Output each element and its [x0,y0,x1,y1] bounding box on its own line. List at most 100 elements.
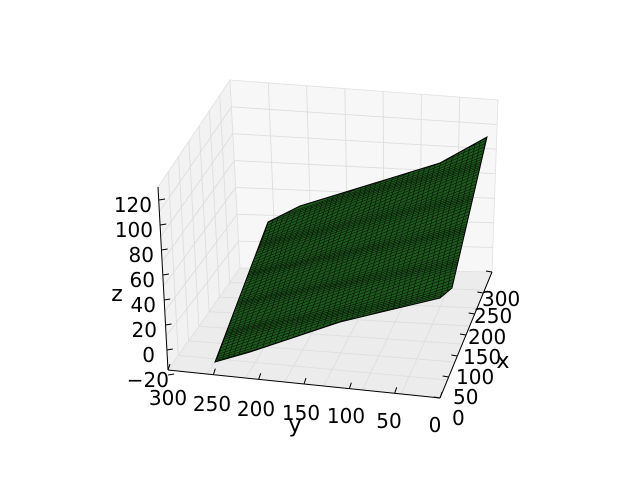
mesh-line [219,278,455,352]
mesh-line [221,272,457,346]
gridline [164,214,238,312]
mesh-line [217,285,454,357]
mesh-line [246,198,474,278]
mesh-line [234,233,465,310]
z-tick [162,273,169,276]
mesh-line [258,165,481,247]
mesh-line [225,261,460,334]
mesh-line [250,189,476,271]
mesh-line [251,183,477,266]
mesh-line [220,275,456,349]
mesh-line [247,196,474,276]
mesh-line [232,238,464,315]
mesh-line [218,282,455,355]
mesh-line [222,267,458,340]
mesh-line [244,202,472,282]
mesh-line [243,207,471,288]
mesh-line [264,146,485,233]
y-tick-label: 50 [376,409,401,433]
z-tick-label: 60 [130,268,155,292]
gridline [219,95,231,283]
y-tick-label: 0 [429,413,442,437]
z-tick-label: 80 [129,243,154,267]
x-tick-label: 150 [463,345,501,369]
mesh-line [256,169,480,251]
z-tick [164,298,171,301]
z-axis-label: z [111,282,123,307]
mesh-line [237,226,468,303]
mesh-line [242,210,471,291]
mesh-line [249,192,475,273]
mesh-line [261,156,484,241]
surface [214,136,488,363]
mesh-line [374,165,417,316]
z-tick-label: 20 [132,318,157,342]
y-tick-label: 250 [193,392,231,416]
mesh-line [260,161,482,244]
mesh-line [231,241,464,318]
y-tick-label: 100 [327,404,365,428]
mesh-line [263,149,485,236]
mesh-line [439,138,477,299]
z-tick [160,223,167,226]
mesh-line [224,263,459,336]
x-axis-label: x [496,349,509,374]
x-tick [442,375,449,378]
mesh-line [422,150,460,300]
x-tick-label: 300 [482,287,520,311]
mesh-line [229,251,462,327]
mesh-line [251,186,476,269]
mesh-line [240,217,469,297]
y-tick-label: 150 [282,401,320,425]
mesh-line [244,204,472,285]
mesh-line [256,208,307,349]
mesh-line [236,229,467,306]
mesh-line [237,228,467,304]
gridline [208,110,220,298]
y-tick [439,391,443,399]
y-tick [167,363,171,371]
y-axis-label: y [288,413,301,438]
mesh-line [252,180,478,263]
mesh-line [215,290,453,361]
mesh-line [226,259,460,333]
mesh-line [222,269,457,343]
x-tick-label: 100 [456,365,494,389]
z-tick [168,373,175,376]
x-tick-label: 200 [468,325,506,349]
mesh-line [345,174,389,325]
x-tick [477,291,484,294]
mesh-line [216,288,454,359]
mesh-line [250,209,302,350]
mesh-line [245,200,473,280]
mesh-line [233,235,465,312]
mesh-line [229,248,462,324]
mesh-line [339,175,384,328]
mesh-line [227,257,461,331]
axis-ticks [158,198,493,399]
z-tick [158,198,166,201]
gridline [161,160,235,262]
mesh-line [368,167,411,316]
gridline [158,106,232,213]
mesh-line [238,223,468,301]
mesh-line [230,244,463,321]
y-tick [212,368,216,375]
mesh-line [398,154,438,309]
x-tick [451,354,458,357]
mesh-line [445,137,482,297]
y-tick [258,373,262,380]
mesh-line [235,231,466,308]
y-tick [303,377,307,385]
mesh-line [248,194,475,274]
mesh-line [259,163,482,246]
mesh-line [241,214,470,294]
z-tick-label: 0 [142,343,155,367]
z-tick [161,248,168,251]
gridline [167,171,179,356]
mesh-line [257,167,481,249]
z-axis-line [157,186,169,371]
mesh-line [285,193,334,343]
mesh-line [416,152,455,301]
